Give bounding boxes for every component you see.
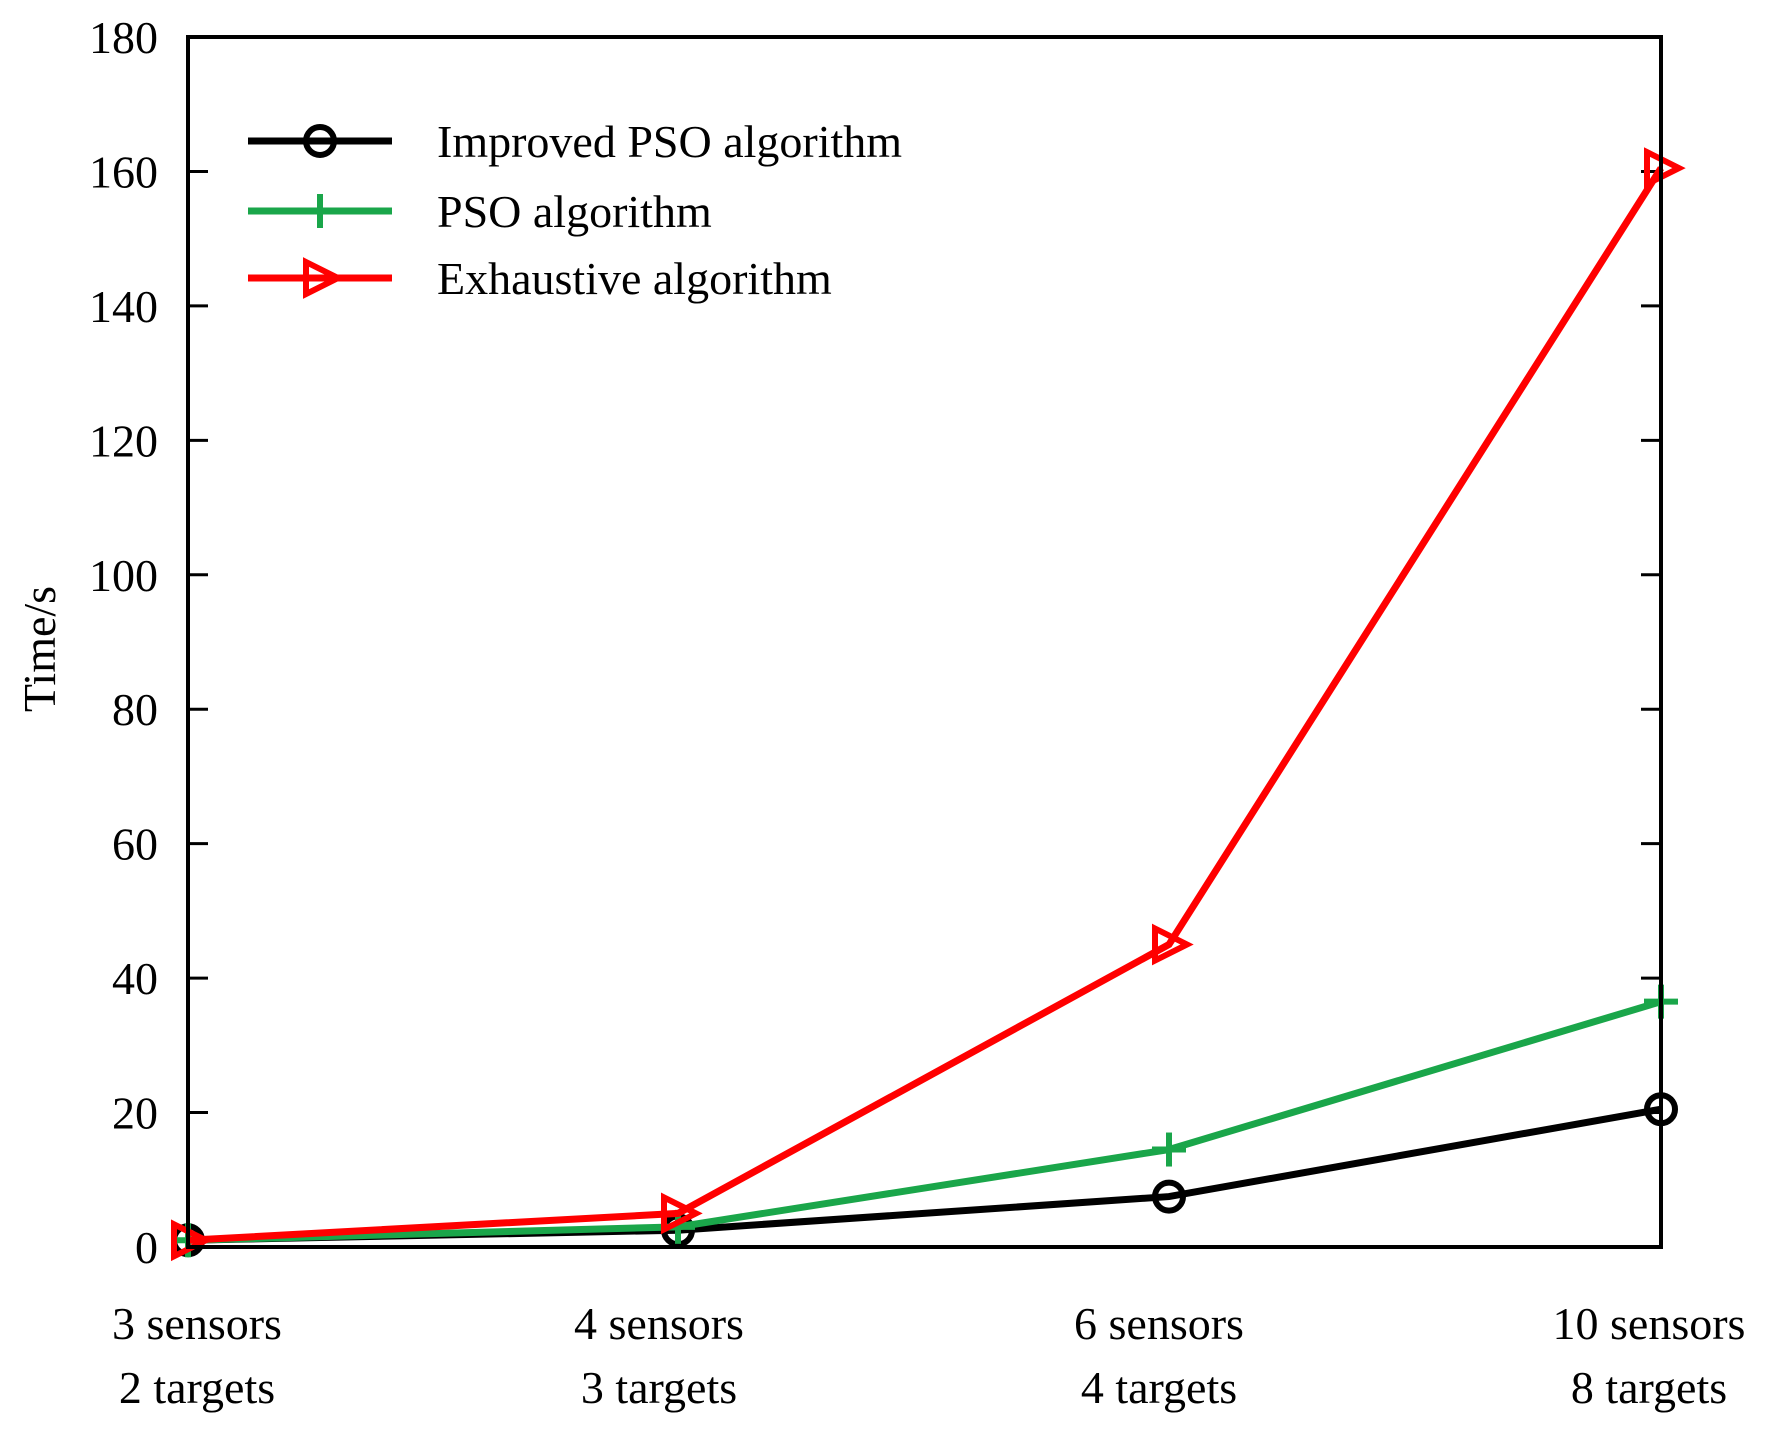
x-category-label-line1: 10 sensors bbox=[1553, 1298, 1746, 1349]
legend-entry-improved-pso-algorithm: Improved PSO algorithm bbox=[248, 116, 902, 167]
x-category-label-line1: 6 sensors bbox=[1074, 1298, 1244, 1349]
x-category-label-line2: 8 targets bbox=[1571, 1362, 1727, 1413]
series-line bbox=[187, 166, 1664, 1244]
x-category-label-line1: 4 sensors bbox=[574, 1298, 744, 1349]
legend-entry-pso-algorithm: PSO algorithm bbox=[248, 186, 712, 237]
legend-label: Improved PSO algorithm bbox=[437, 116, 902, 167]
y-axis-ticks: 0 20 40 60 80 100 120 140 160 180 bbox=[89, 12, 1661, 1273]
series-line bbox=[187, 998, 1663, 1244]
y-tick-label: 40 bbox=[112, 953, 158, 1004]
legend-label: PSO algorithm bbox=[437, 186, 712, 237]
y-tick-label: 180 bbox=[89, 12, 158, 63]
y-tick-label: 0 bbox=[135, 1222, 158, 1273]
legend-entry-exhaustive-algorithm: Exhaustive algorithm bbox=[248, 253, 832, 304]
y-tick-label: 140 bbox=[89, 281, 158, 332]
x-axis-category-labels: 3 sensors 2 targets 4 sensors 3 targets 6 se… bbox=[112, 1298, 1745, 1413]
legend: Improved PSO algorithm PSO algorithm Exhau… bbox=[248, 116, 902, 304]
y-tick-label: 80 bbox=[112, 684, 158, 735]
series-exhaustive-algorithm bbox=[171, 147, 1686, 1262]
y-tick-label: 100 bbox=[89, 550, 158, 601]
x-category-label-line2: 2 targets bbox=[119, 1362, 275, 1413]
data-point-marker bbox=[1152, 923, 1194, 966]
legend-marker bbox=[303, 124, 337, 158]
data-point-marker bbox=[1152, 1132, 1186, 1167]
y-tick-label: 20 bbox=[112, 1088, 158, 1139]
x-category-label-line2: 3 targets bbox=[581, 1362, 737, 1413]
y-tick-label: 160 bbox=[89, 146, 158, 197]
x-category-label-line2: 4 targets bbox=[1081, 1362, 1237, 1413]
legend-label: Exhaustive algorithm bbox=[437, 253, 832, 304]
series-line bbox=[187, 1105, 1662, 1244]
y-tick-label: 120 bbox=[89, 415, 158, 466]
plot-frame bbox=[186, 35, 1663, 1249]
data-point-marker bbox=[661, 1192, 703, 1235]
data-point-marker bbox=[1152, 1179, 1186, 1214]
series-group bbox=[171, 147, 1686, 1262]
y-axis-title: Time/s bbox=[14, 586, 65, 712]
y-tick-label: 60 bbox=[112, 819, 158, 870]
legend-marker bbox=[303, 257, 345, 299]
legend-marker bbox=[303, 194, 337, 228]
x-category-label-line1: 3 sensors bbox=[112, 1298, 282, 1349]
